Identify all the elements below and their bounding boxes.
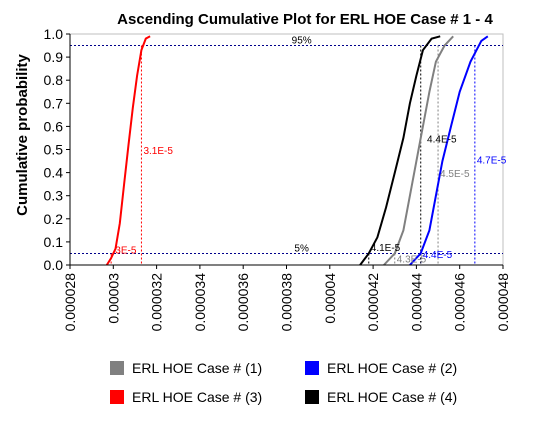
x-tick-label: 0.000042 (365, 273, 381, 332)
x-tick-label: 0.000044 (408, 273, 424, 332)
legend-swatch (305, 390, 319, 404)
x-tick-label: 0.00004 (322, 273, 338, 324)
y-tick-label: 0.7 (44, 95, 64, 111)
series-annotation: 4.3E-5 (397, 255, 427, 266)
y-tick-label: 1.0 (44, 26, 64, 42)
chart-title: Ascending Cumulative Plot for ERL HOE Ca… (117, 11, 493, 28)
legend-swatch (305, 361, 319, 375)
series-annotation: 4.4E-5 (423, 250, 453, 261)
series-annotation: 3.1E-5 (143, 146, 173, 157)
legend-swatch (110, 361, 124, 375)
series-annotation: 4.4E-5 (427, 135, 457, 146)
legend-label: ERL HOE Case # (1) (132, 360, 262, 376)
series-annotation: 4.7E-5 (477, 155, 507, 166)
x-tick-label: 0.000034 (192, 273, 208, 332)
series-annotation: 3E-5 (115, 245, 137, 256)
legend-label: ERL HOE Case # (2) (327, 360, 457, 376)
y-tick-label: 0.6 (44, 118, 64, 134)
x-tick-label: 0.000038 (279, 273, 295, 332)
reference-line-label: 95% (292, 36, 312, 47)
y-tick-label: 0.2 (44, 211, 64, 227)
series-line (409, 35, 489, 266)
x-ticks: 0.000028 0.00003 0.000032 0.000034 0.000036 0… (62, 265, 511, 331)
series-line (383, 35, 454, 266)
y-tick-label: 0.5 (44, 142, 64, 158)
y-tick-label: 0.3 (44, 188, 64, 204)
percentile-markers (110, 45, 476, 265)
series-lines (105, 35, 489, 266)
y-ticks: 0.0 0.1 0.2 0.3 0.4 0.5 0.6 0.7 0.8 0.9 1.0 (44, 26, 70, 273)
series-line (105, 35, 151, 266)
legend-swatch (110, 390, 124, 404)
legend: ERL HOE Case # (1) ERL HOE Case # (2) ERL … (110, 360, 457, 405)
x-tick-label: 0.000048 (495, 273, 511, 332)
x-tick-label: 0.000032 (149, 273, 165, 332)
y-axis-label: Cumulative probability (14, 54, 31, 216)
y-tick-label: 0.8 (44, 72, 64, 88)
x-tick-label: 0.00003 (105, 273, 121, 324)
y-tick-label: 0.1 (44, 234, 64, 250)
series-annotation: 4.1E-5 (371, 243, 401, 254)
reference-line-label: 5% (294, 243, 309, 254)
y-tick-label: 0.4 (44, 165, 64, 181)
y-tick-label: 0.9 (44, 49, 64, 65)
x-tick-label: 0.000046 (452, 273, 468, 332)
annotations: 4.5E-5 4.3E-5 4.7E-5 4.4E-5 3.1E-5 3E-5 4.4E-5… (115, 135, 506, 266)
series-line (359, 35, 441, 266)
y-tick-label: 0.0 (44, 257, 64, 273)
x-tick-label: 0.000028 (62, 273, 78, 332)
legend-label: ERL HOE Case # (4) (327, 389, 457, 405)
x-tick-label: 0.000036 (235, 273, 251, 332)
legend-label: ERL HOE Case # (3) (132, 389, 262, 405)
series-annotation: 4.5E-5 (440, 169, 470, 180)
